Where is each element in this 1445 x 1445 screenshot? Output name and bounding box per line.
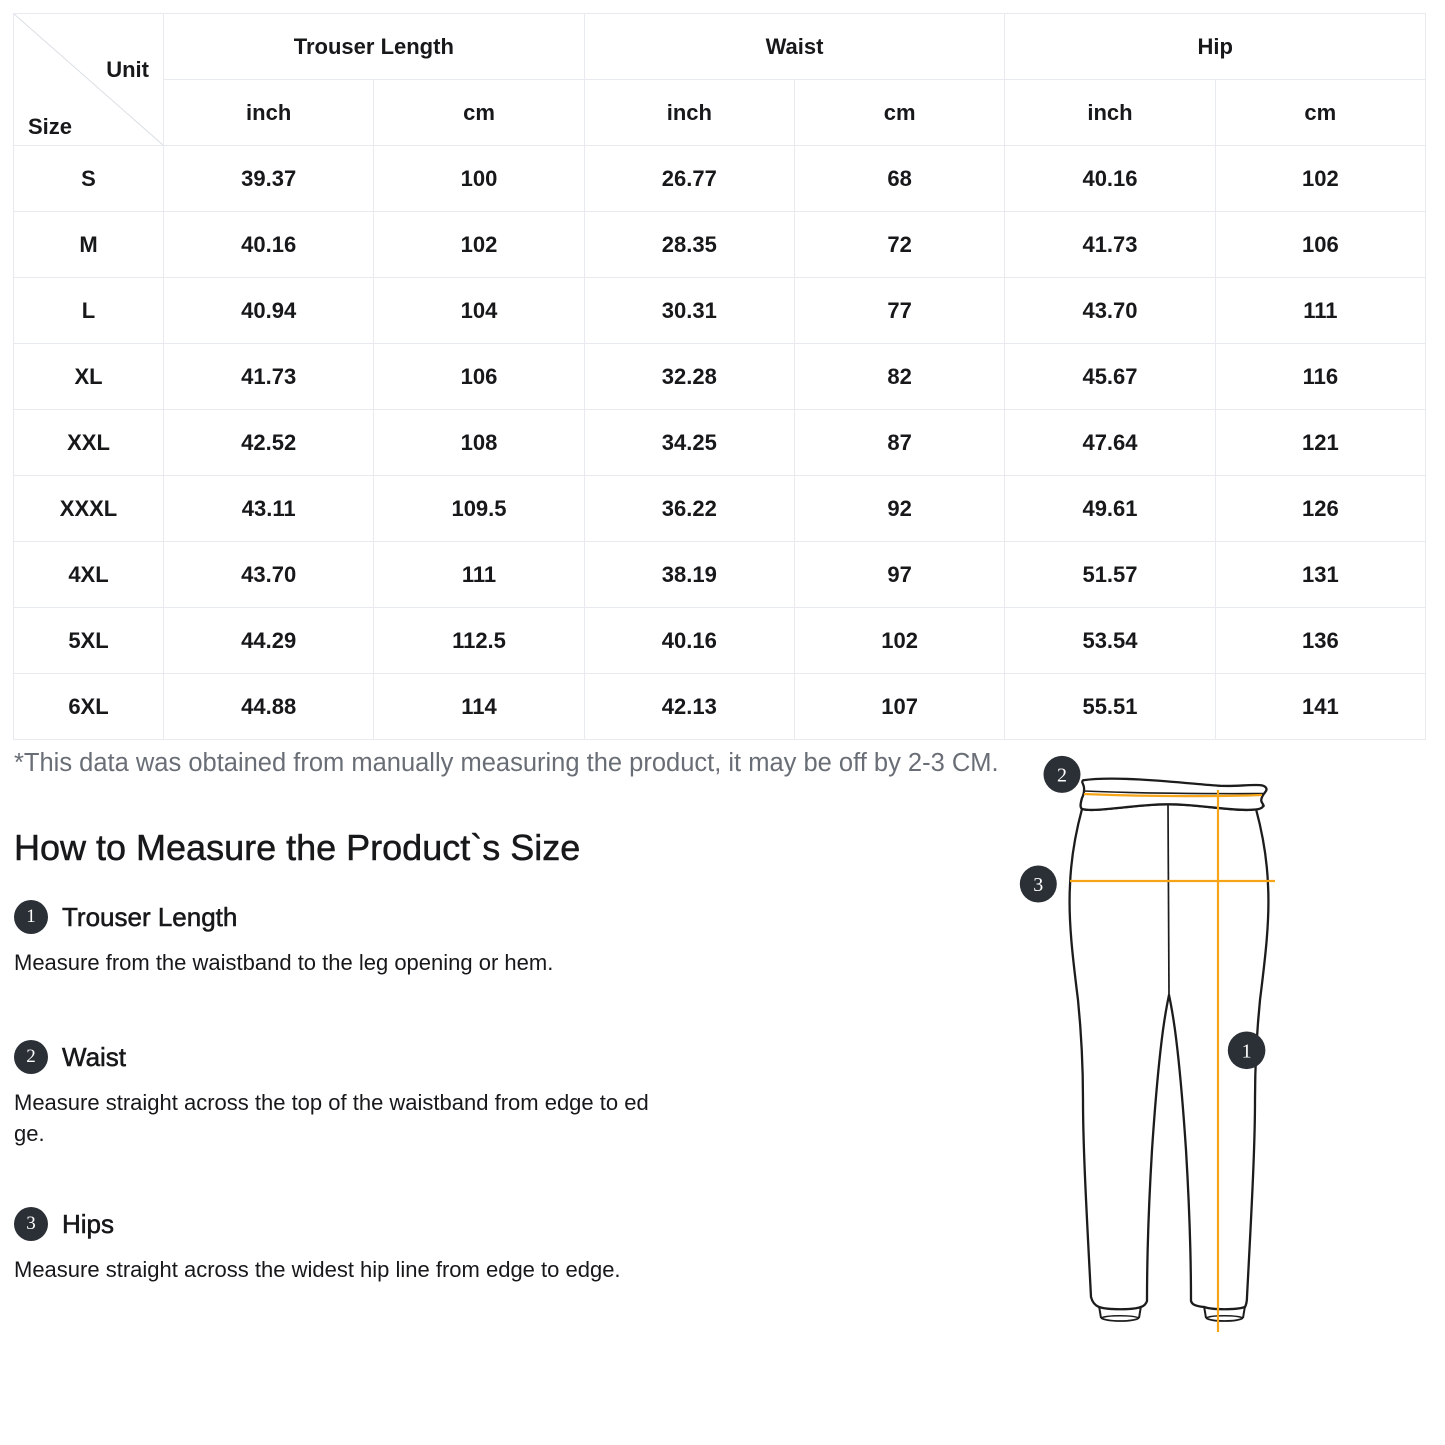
svg-text:3: 3 <box>1033 874 1043 896</box>
svg-text:2: 2 <box>1057 764 1067 786</box>
svg-text:1: 1 <box>1242 1040 1252 1062</box>
